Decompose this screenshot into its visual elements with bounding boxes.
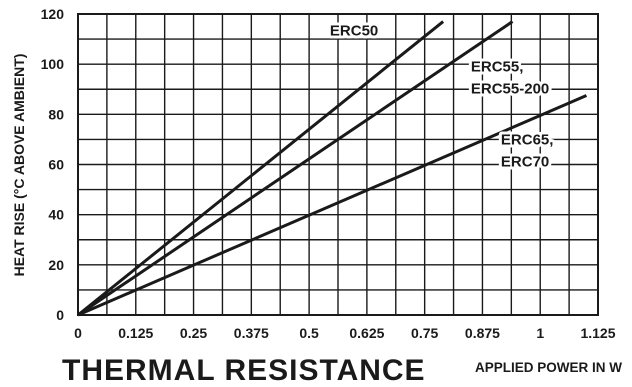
- x-axis-label: APPLIED POWER IN W: [475, 360, 622, 375]
- series-line: [77, 94, 588, 317]
- chart-title: THERMAL RESISTANCE: [62, 354, 426, 387]
- y-axis-label: HEAT RISE (°C ABOVE AMBIENT): [11, 54, 27, 277]
- x-tick-label: 0.875: [465, 325, 500, 341]
- y-tick-label: 120: [41, 6, 65, 22]
- chart-svg: ERC50ERC50ERC55,ERC55,ERC55-200ERC55-200…: [11, 6, 622, 375]
- series-label: ERC65,: [501, 131, 554, 148]
- series-label-halo: ERC55-200: [471, 81, 549, 98]
- series-label: ERC55-200: [471, 81, 549, 98]
- series-line: [77, 20, 514, 317]
- x-tick-label: 0.5: [299, 325, 319, 341]
- y-tick-label: 40: [48, 207, 64, 223]
- series-label: ERC70: [501, 153, 549, 170]
- y-tick-label: 0: [56, 307, 64, 323]
- x-tick-label: 0.625: [349, 325, 384, 341]
- series-label-halo: ERC65,: [501, 131, 554, 148]
- series-lines: [77, 20, 588, 317]
- x-tick-label: 1: [536, 325, 544, 341]
- y-tick-label: 20: [48, 257, 64, 273]
- series-label: ERC55,: [471, 59, 524, 76]
- tick-labels: 0 0.125 0.25 0.375 0.5 0.625 0.75 0.875 1 1.125 0 2…: [41, 6, 616, 341]
- series-label: ERC50: [330, 22, 378, 39]
- x-tick-label: 0.125: [118, 325, 153, 341]
- series-label-halo: ERC50: [330, 22, 378, 39]
- series-label-halo: ERC70: [501, 153, 549, 170]
- x-tick-label: 0.75: [411, 325, 438, 341]
- y-tick-label: 100: [41, 56, 65, 72]
- y-tick-label: 60: [48, 157, 64, 173]
- x-tick-label: 0.375: [234, 325, 269, 341]
- plot-frame: [77, 13, 599, 316]
- x-tick-label: 0: [74, 325, 82, 341]
- x-tick-label: 1.125: [580, 325, 615, 341]
- series-labels: ERC50ERC50ERC55,ERC55,ERC55-200ERC55-200…: [327, 19, 557, 173]
- series-line: [77, 20, 445, 317]
- y-tick-label: 80: [48, 106, 64, 122]
- series-label-halo: ERC55,: [471, 59, 524, 76]
- x-tick-label: 0.25: [180, 325, 207, 341]
